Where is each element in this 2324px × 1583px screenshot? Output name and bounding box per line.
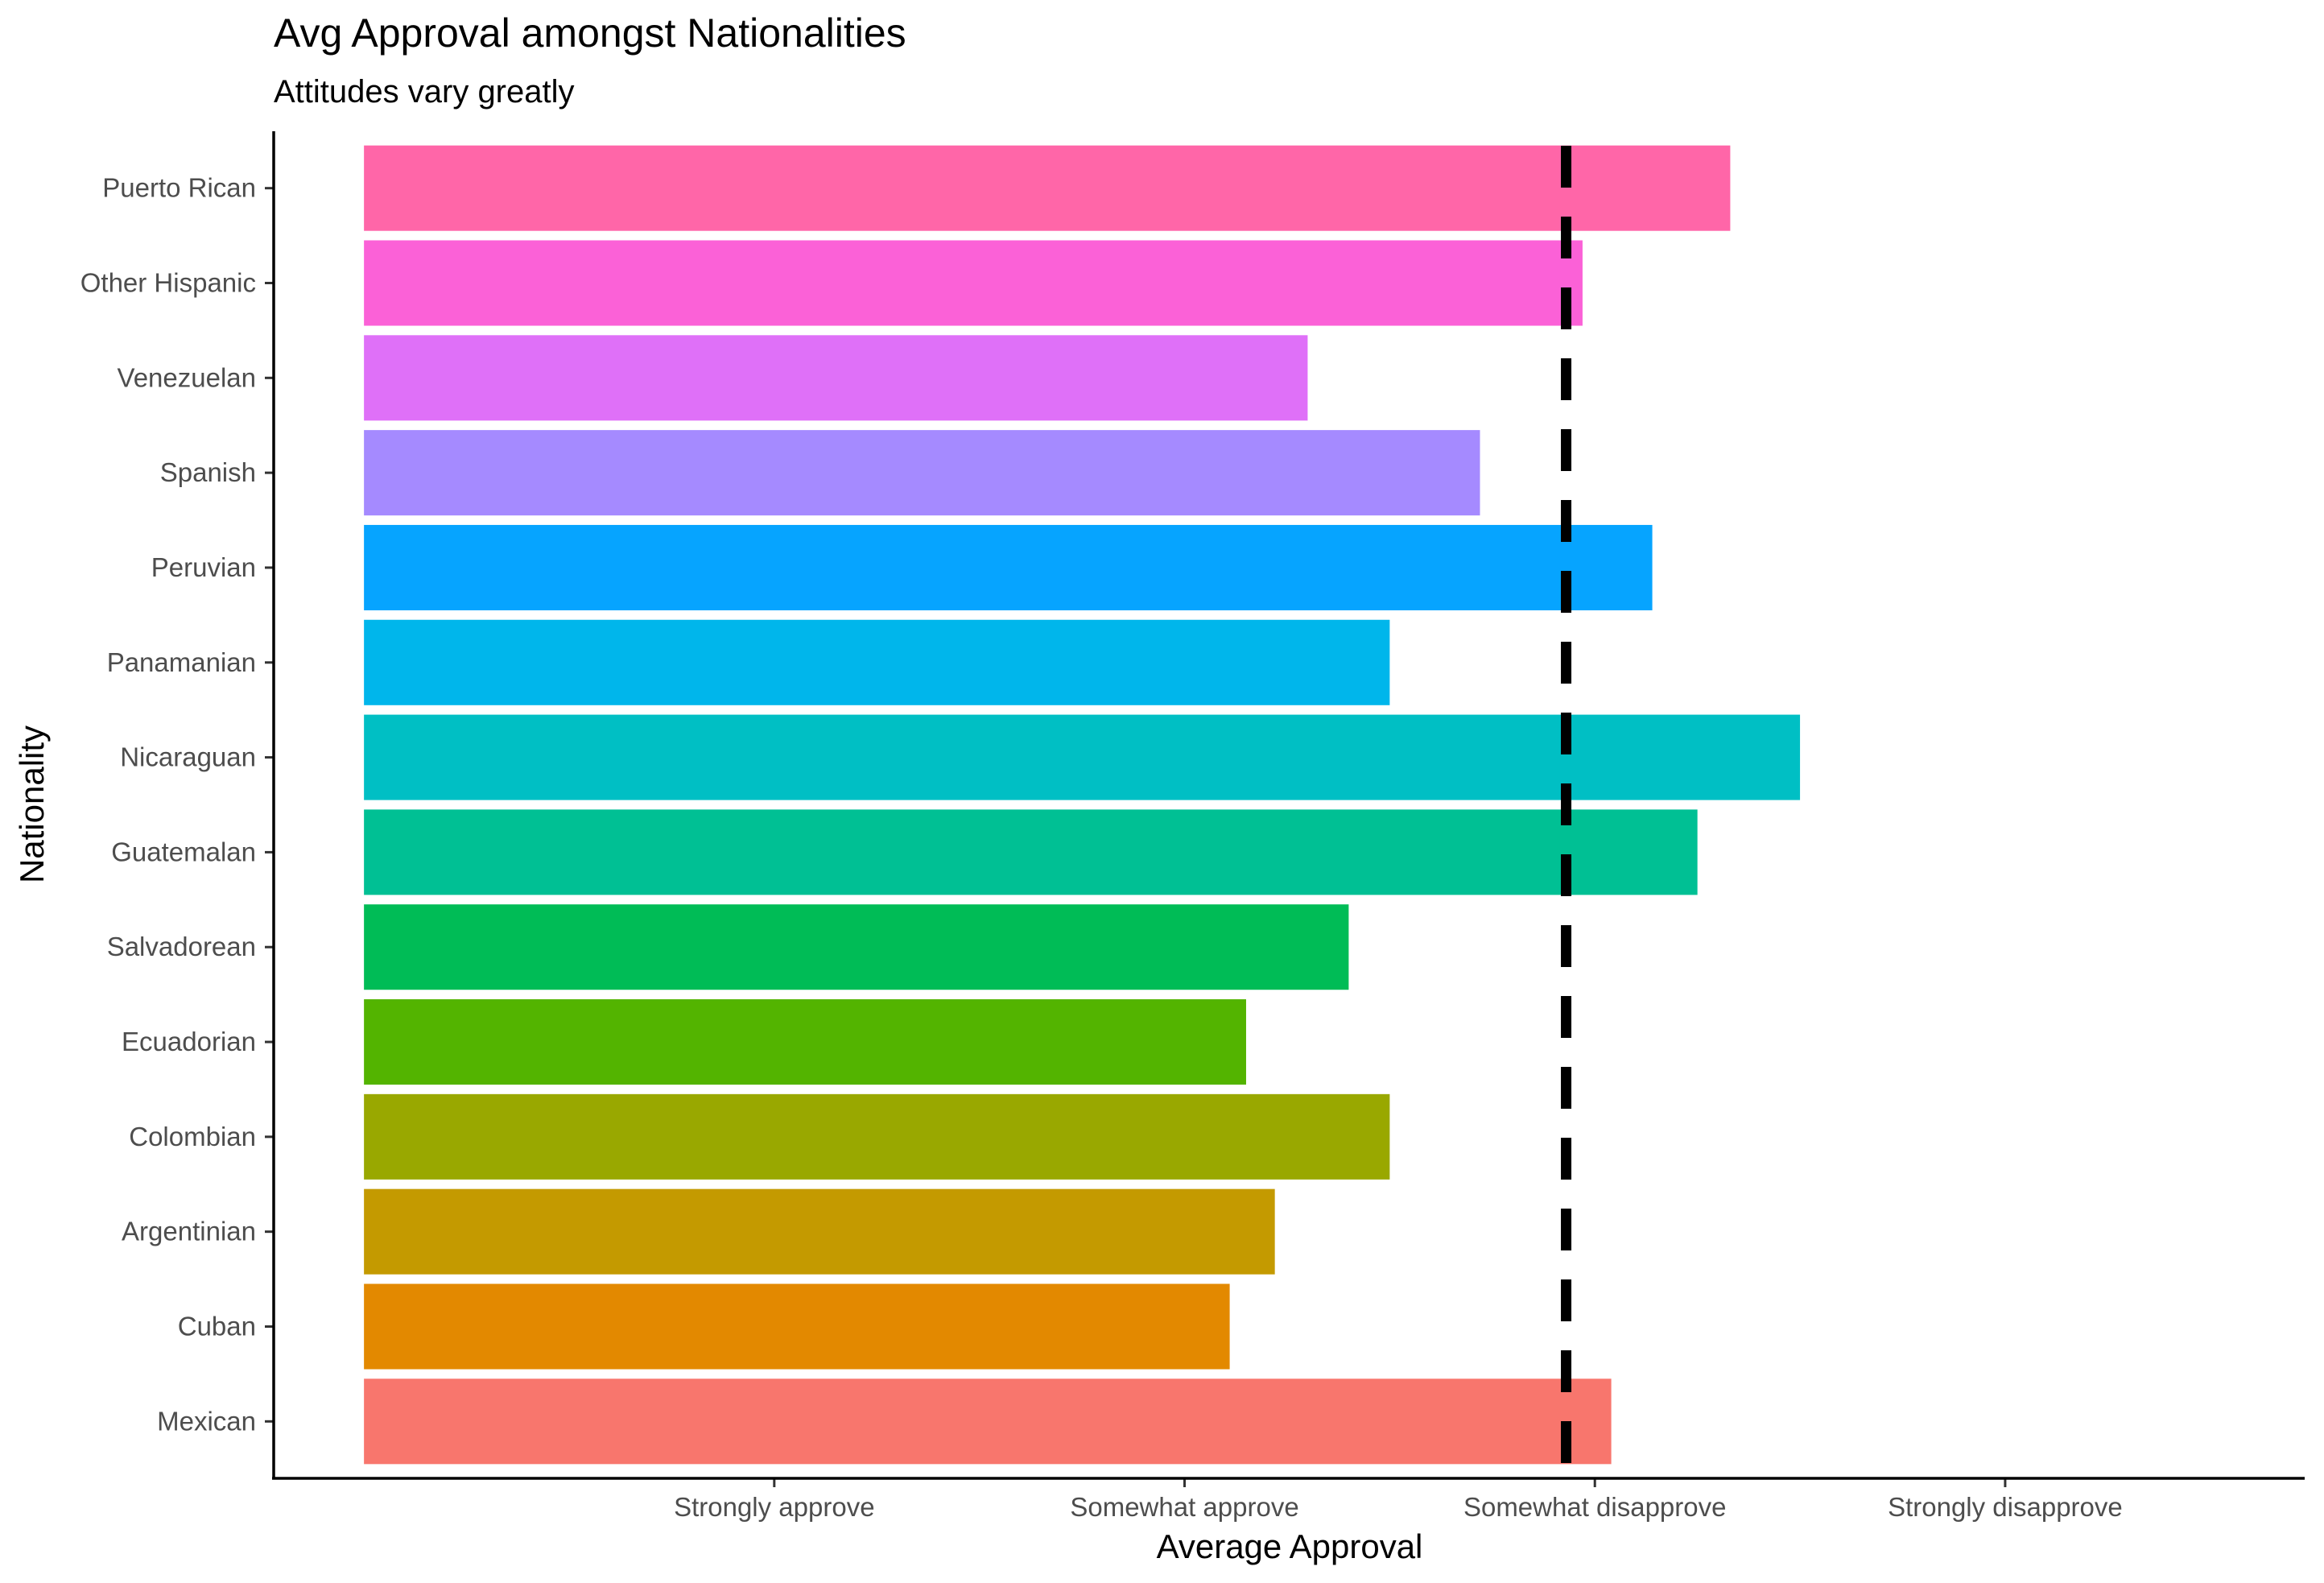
bar-guatemalan xyxy=(364,809,1698,895)
x-axis-title: Average Approval xyxy=(1157,1527,1423,1565)
y-tick-label-argentinian: Argentinian xyxy=(122,1217,256,1246)
bar-panamanian xyxy=(364,619,1390,705)
x-tick-label-somewhat-disapprove: Somewhat disapprove xyxy=(1463,1492,1727,1522)
y-tick-label-spanish: Spanish xyxy=(160,457,256,487)
bar-cuban xyxy=(364,1283,1230,1370)
y-tick-label-ecuadorian: Ecuadorian xyxy=(122,1027,256,1056)
bar-nicaraguan xyxy=(364,714,1801,800)
chart-subtitle: Attitudes vary greatly xyxy=(274,74,575,110)
y-axis-ticks: Mexican Cuban Argentinian Colombian Ecuadori… xyxy=(80,173,274,1436)
y-tick-label-cuban: Cuban xyxy=(178,1311,256,1341)
bar-colombian xyxy=(364,1093,1390,1180)
bar-ecuadorian xyxy=(364,999,1246,1085)
y-axis-title: Nationality xyxy=(13,725,51,883)
x-tick-label-somewhat-approve: Somewhat approve xyxy=(1070,1492,1298,1522)
y-tick-label-panamanian: Panamanian xyxy=(107,647,256,677)
bar-other-hispanic xyxy=(364,240,1583,326)
y-tick-label-salvadorean: Salvadorean xyxy=(107,932,256,961)
bar-puerto-rican xyxy=(364,145,1731,231)
bar-salvadorean xyxy=(364,904,1349,990)
bar-peruvian xyxy=(364,524,1653,610)
y-tick-label-mexican: Mexican xyxy=(157,1406,256,1436)
bar-mexican xyxy=(364,1378,1612,1465)
y-tick-label-colombian: Colombian xyxy=(129,1122,256,1151)
bar-argentinian xyxy=(364,1188,1275,1275)
x-tick-label-strongly-approve: Strongly approve xyxy=(674,1492,874,1522)
y-tick-label-venezuelan: Venezuelan xyxy=(118,362,257,392)
x-axis-ticks: Strongly approve Somewhat approve Somewhat… xyxy=(674,1478,2123,1522)
y-tick-label-peruvian: Peruvian xyxy=(151,552,256,582)
bar-spanish xyxy=(364,430,1480,516)
y-tick-label-nicaraguan: Nicaraguan xyxy=(120,742,256,772)
x-tick-label-strongly-disapprove: Strongly disapprove xyxy=(1888,1492,2123,1522)
bars-group xyxy=(364,145,1801,1465)
chart-title: Avg Approval amongst Nationalities xyxy=(274,10,906,56)
y-tick-label-guatemalan: Guatemalan xyxy=(111,837,256,866)
y-tick-label-puerto-rican: Puerto Rican xyxy=(102,173,256,203)
bar-venezuelan xyxy=(364,335,1308,421)
y-tick-label-other-hispanic: Other Hispanic xyxy=(80,268,256,298)
